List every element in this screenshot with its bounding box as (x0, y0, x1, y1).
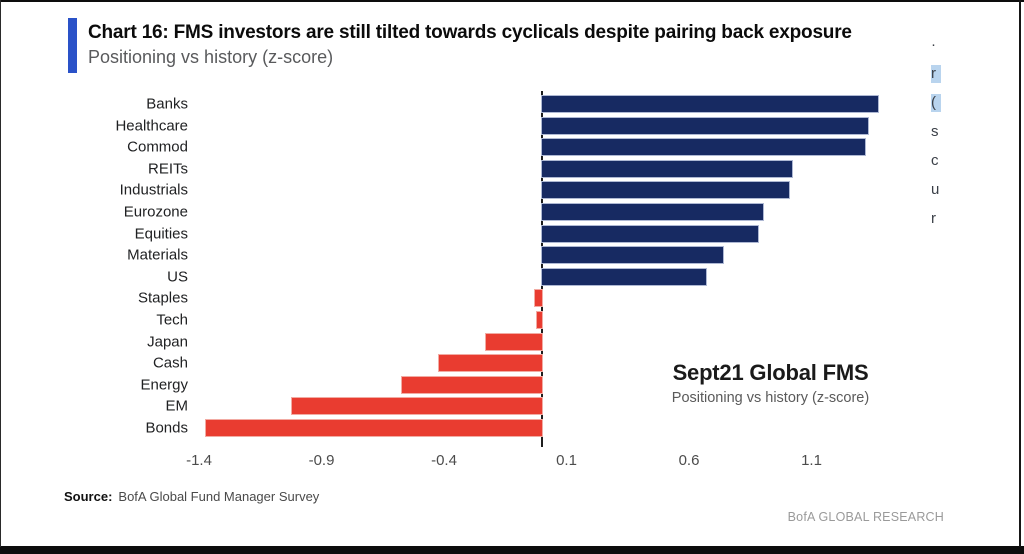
bar-reits (542, 160, 792, 177)
category-label-eurozone: Eurozone (123, 203, 188, 221)
category-label-industrials: Industrials (119, 181, 188, 199)
annotation-title: Sept21 Global FMS (672, 360, 869, 385)
category-label-staples: Staples (137, 289, 188, 307)
annotation-subtitle: Positioning vs history (z-score) (671, 390, 870, 406)
clipped-text-fragment: r (931, 210, 936, 227)
category-label-tech: Tech (156, 311, 188, 329)
x-tick--1.4: -1.4 (186, 452, 212, 469)
clipped-text-fragment: c (931, 152, 939, 169)
chart-title: Chart 16: FMS investors are still tilted… (88, 22, 852, 43)
category-label-materials: Materials (127, 246, 188, 264)
page-border-right (1019, 0, 1021, 547)
category-label-healthcare: Healthcare (115, 117, 188, 135)
clipped-text-fragment: s (931, 123, 939, 140)
source-note: Source: BofA Global Fund Manager Survey (64, 489, 319, 504)
bar-cash (439, 355, 542, 372)
bar-commod (542, 139, 866, 156)
category-label-energy: Energy (140, 376, 188, 394)
page-border-left (0, 0, 1, 547)
in-plot-annotation: Sept21 Global FMS Positioning vs history… (648, 360, 893, 406)
bar-equities (542, 225, 758, 242)
clipped-text-fragment: · (931, 36, 936, 53)
bar-banks (542, 96, 878, 112)
category-label-equities: Equities (134, 225, 188, 243)
brand-watermark: BofA GLOBAL RESEARCH (787, 510, 944, 524)
category-label-commod: Commod (127, 138, 188, 156)
clipped-text-fragment: r (931, 65, 941, 83)
x-tick-0.1: 0.1 (556, 452, 577, 469)
page-border-top (0, 0, 1024, 2)
clipped-text-fragment: ( (931, 94, 941, 112)
bar-staples (534, 290, 542, 307)
x-tick-1.1: 1.1 (801, 452, 822, 469)
category-label-cash: Cash (152, 354, 188, 372)
bar-tech (537, 312, 542, 328)
bar-energy (402, 376, 542, 393)
category-label-bonds: Bonds (145, 419, 188, 437)
source-label: Source: (64, 489, 113, 504)
source-text: BofA Global Fund Manager Survey (118, 489, 320, 504)
category-label-japan: Japan (147, 333, 188, 351)
bar-us (542, 268, 707, 285)
bar-japan (485, 333, 542, 350)
clipped-text-fragment: u (931, 181, 940, 198)
x-tick-0.6: 0.6 (678, 452, 700, 469)
title-accent-bar (68, 18, 77, 73)
x-tick--0.9: -0.9 (308, 452, 335, 469)
bar-industrials (542, 182, 790, 199)
bar-em (292, 398, 542, 415)
bar-bonds (206, 420, 542, 436)
bar-eurozone (542, 204, 763, 220)
bar-healthcare (542, 117, 868, 134)
category-label-em: EM (165, 397, 189, 415)
page-border-bottom (0, 546, 1024, 554)
category-label-us: US (167, 268, 188, 286)
chart-subtitle: Positioning vs history (z-score) (88, 47, 334, 67)
x-tick--0.4: -0.4 (431, 452, 457, 469)
category-label-banks: Banks (146, 95, 188, 113)
category-label-reits: REITs (147, 160, 188, 178)
bar-materials (542, 247, 724, 264)
